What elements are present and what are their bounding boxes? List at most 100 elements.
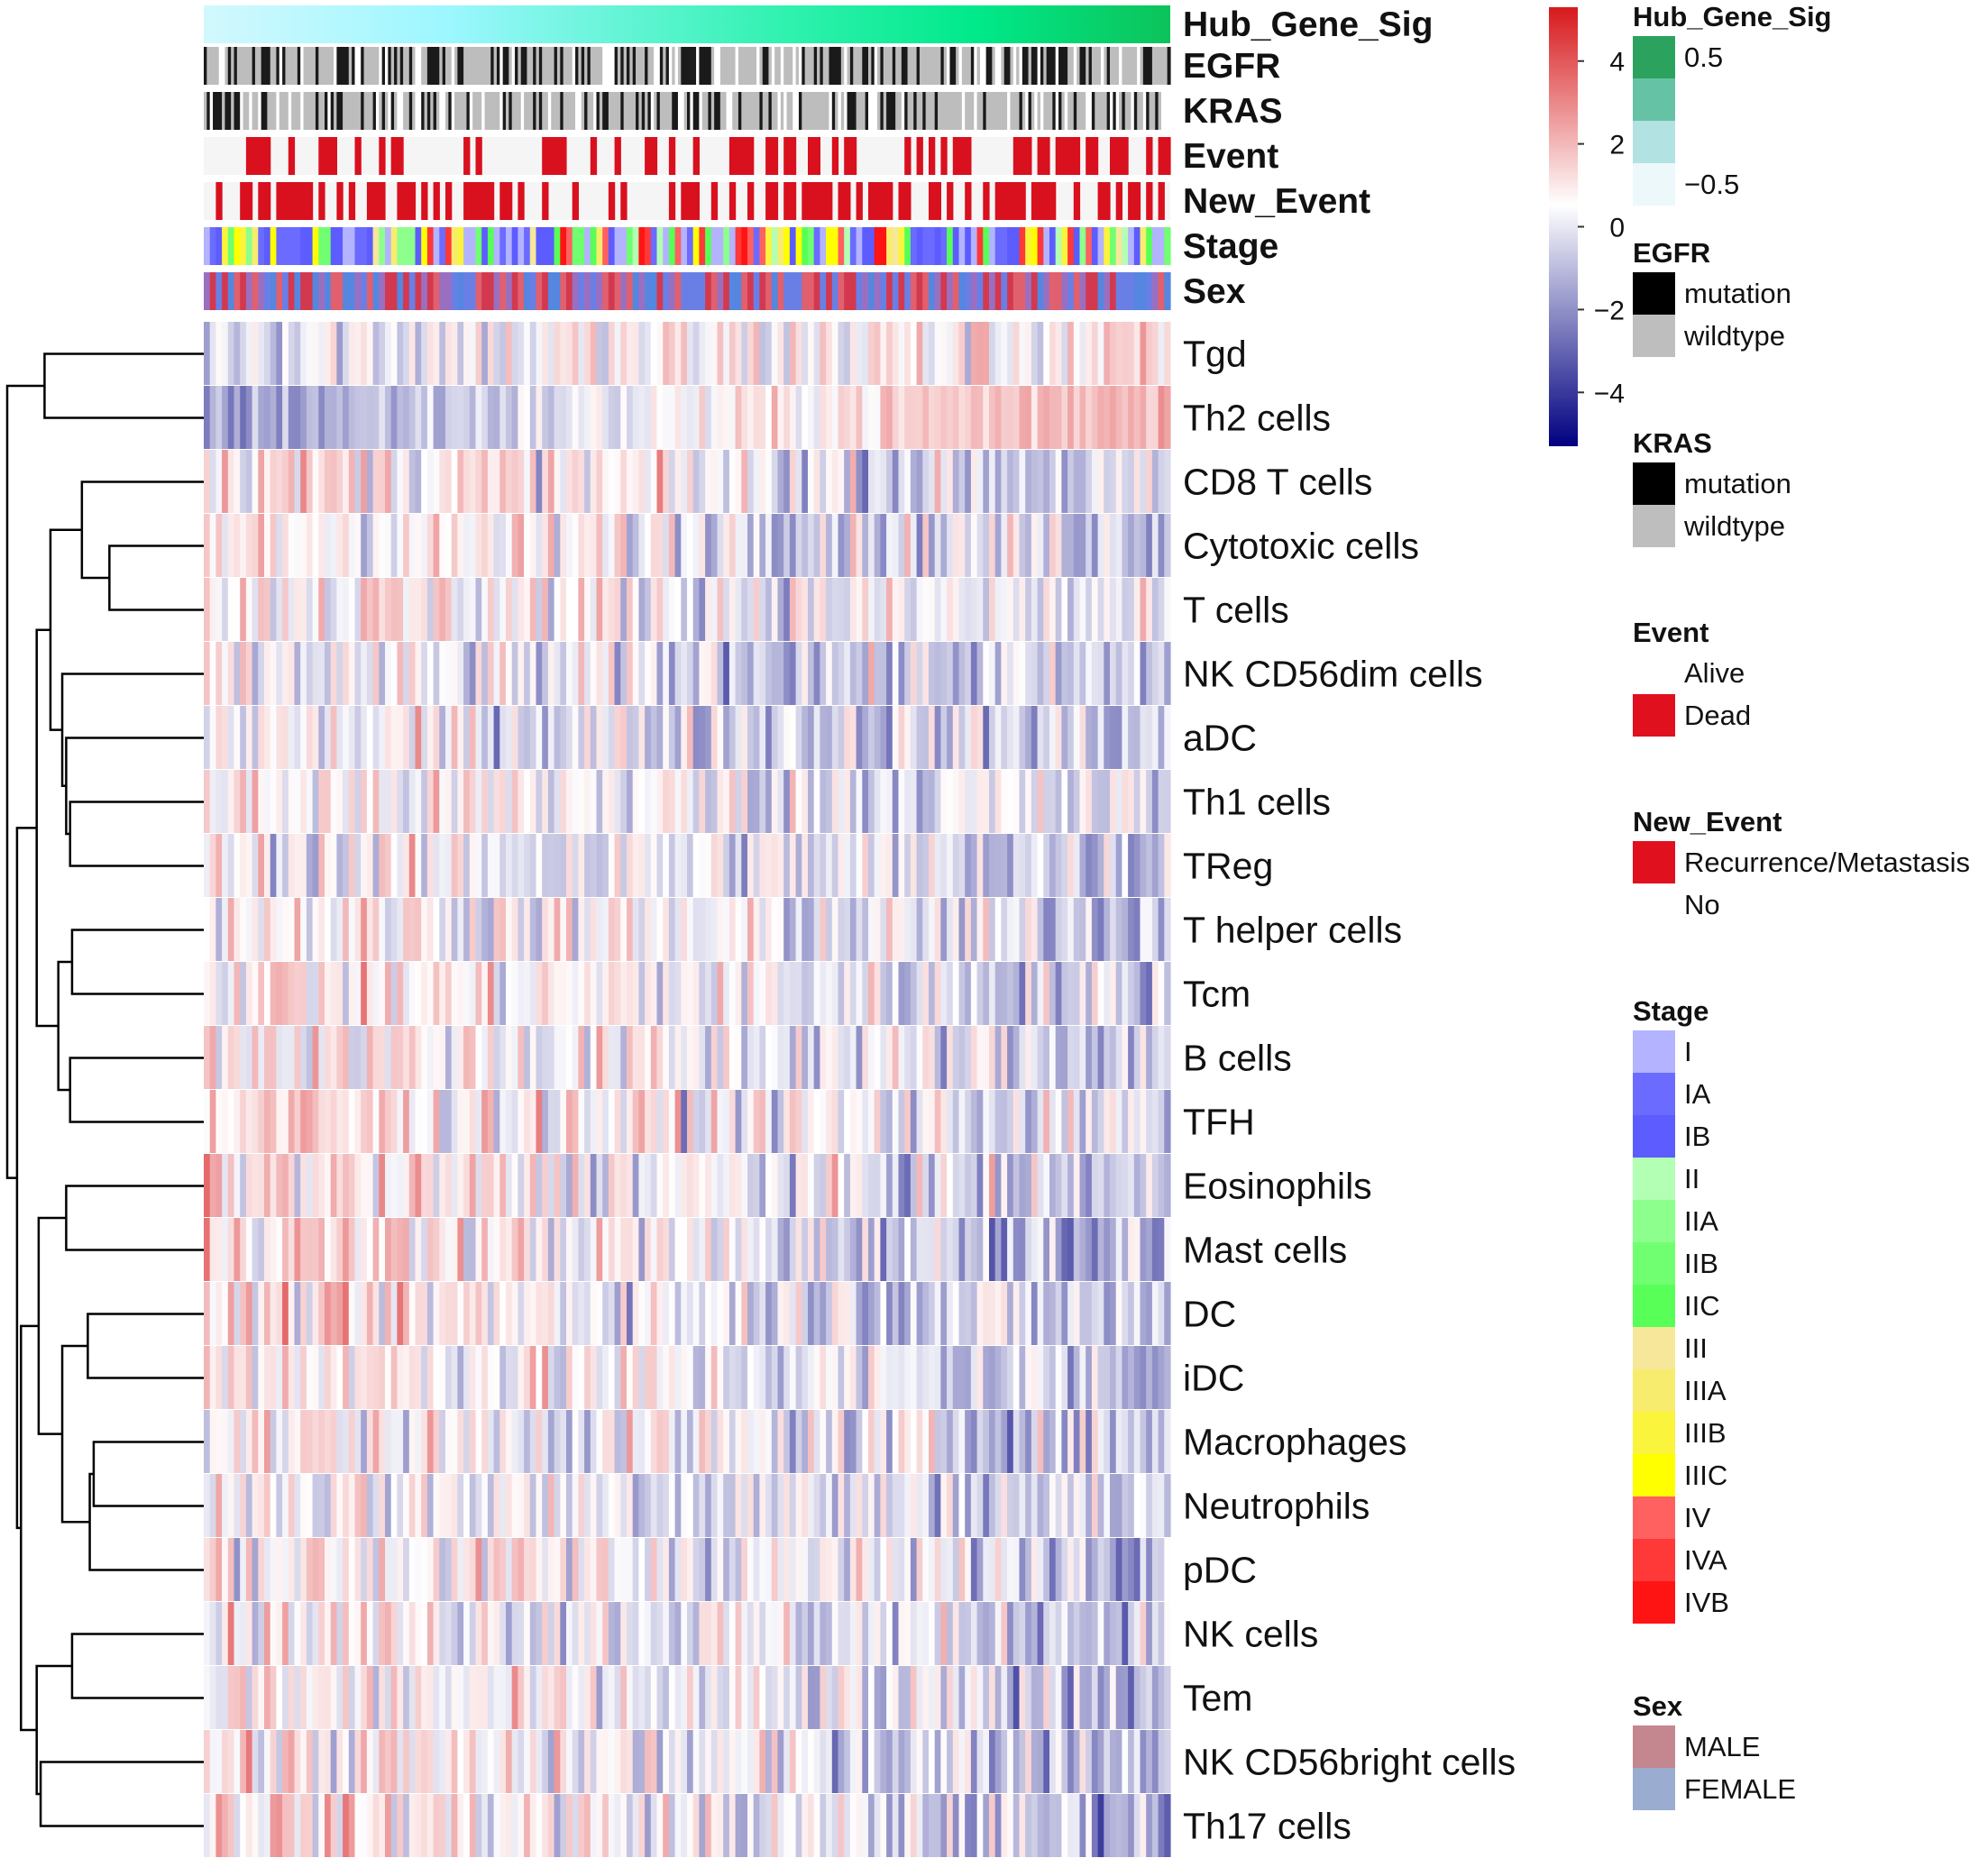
heatmap-cell [783,898,791,961]
heatmap-cell [856,962,863,1025]
annotation-cell [940,137,948,175]
heatmap-cell [645,578,652,641]
heatmap-cell [958,1154,966,1217]
heatmap-cell [771,1474,779,1537]
heatmap-cell [227,578,235,641]
heatmap-cell [300,1410,307,1473]
annotation-cell [254,47,259,85]
heatmap-cell [1019,514,1026,577]
heatmap-cell [802,706,809,769]
heatmap-cell [826,1538,833,1601]
annotation-cell [632,47,637,85]
heatmap-cell [511,770,518,833]
annotation-cell [647,47,652,85]
heatmap-cell [481,514,489,577]
annotation-cell [965,227,972,265]
annotation-cell [858,47,863,85]
heatmap-cell [499,450,507,513]
annotation-cell [677,92,682,130]
heatmap-cell [783,1346,791,1409]
annotation-cell [231,92,235,130]
annotation-cell [1076,47,1081,85]
heatmap-cell [849,450,857,513]
heatmap-cell [602,578,609,641]
annotation-cell [493,92,498,130]
heatmap-cell [717,386,724,449]
heatmap-cell [970,1794,978,1857]
heatmap-cell [493,514,500,577]
heatmap-cell [560,642,567,705]
annotation-cell [572,182,579,220]
heatmap-cell [475,322,482,385]
annotation-cell [484,47,489,85]
heatmap-cell [645,1410,652,1473]
heatmap-cell [343,642,350,705]
heatmap-cell [989,1346,996,1409]
heatmap-cell [457,1282,464,1345]
annotation-cell [1043,182,1050,220]
heatmap-cell [433,1282,440,1345]
heatmap-cell [566,578,573,641]
annotation-cell [303,47,307,85]
heatmap-row [204,898,1171,961]
heatmap-cell [717,770,724,833]
heatmap-cell [831,1410,839,1473]
heatmap-cell [795,322,802,385]
annotation-cell [1128,47,1132,85]
heatmap-cell [1091,1410,1099,1473]
annotation-cell [1043,137,1050,175]
annotation-cell [611,47,616,85]
heatmap-cell [656,834,664,897]
heatmap-cell [826,1602,833,1665]
heatmap-cell [717,834,724,897]
heatmap-row [204,1538,1171,1601]
heatmap-cell [802,898,809,961]
heatmap-cell [300,386,307,449]
annotation-cell [240,227,247,265]
heatmap-cell [245,1026,253,1089]
heatmap-cell [245,1218,253,1281]
heatmap-cell [614,514,621,577]
heatmap-cell [596,322,603,385]
annotation-cell [442,92,446,130]
annotation-cell [252,47,256,85]
heatmap-cell [831,450,839,513]
heatmap-cell [222,1346,229,1409]
heatmap-cell [487,1666,495,1729]
heatmap-cell [204,1090,211,1153]
heatmap-cell [1104,1410,1111,1473]
annotation-cell [747,137,755,175]
heatmap-cell [952,1218,960,1281]
heatmap-cell [892,386,900,449]
annotation-cell [783,272,791,310]
heatmap-cell [390,514,398,577]
heatmap-cell [753,322,760,385]
heatmap-cell [325,1154,332,1217]
annotation-cell [572,47,576,85]
heatmap-cell [403,450,410,513]
heatmap-cell [892,322,900,385]
heatmap-cell [753,1666,760,1729]
annotation-cell [808,227,815,265]
heatmap-cell [645,706,652,769]
heatmap-cell [325,514,332,577]
heatmap-cell [632,898,639,961]
annotation-cell [880,272,887,310]
heatmap-cell [385,1794,392,1857]
heatmap-cell [692,1410,700,1473]
heatmap-cell [572,1474,579,1537]
heatmap-cell [820,1794,827,1857]
annotation-cell [1091,47,1095,85]
heatmap-cell [451,1090,458,1153]
heatmap-cell [270,1410,277,1473]
heatmap-cell [372,578,380,641]
heatmap-cell [487,1730,495,1793]
annotation-cell [929,137,936,175]
heatmap-cell [735,514,742,577]
heatmap-cell [934,770,941,833]
heatmap-cell [687,770,694,833]
heatmap-cell [325,770,332,833]
heatmap-cell [547,962,555,1025]
heatmap-cell [487,706,495,769]
annotation-cell [1001,182,1008,220]
